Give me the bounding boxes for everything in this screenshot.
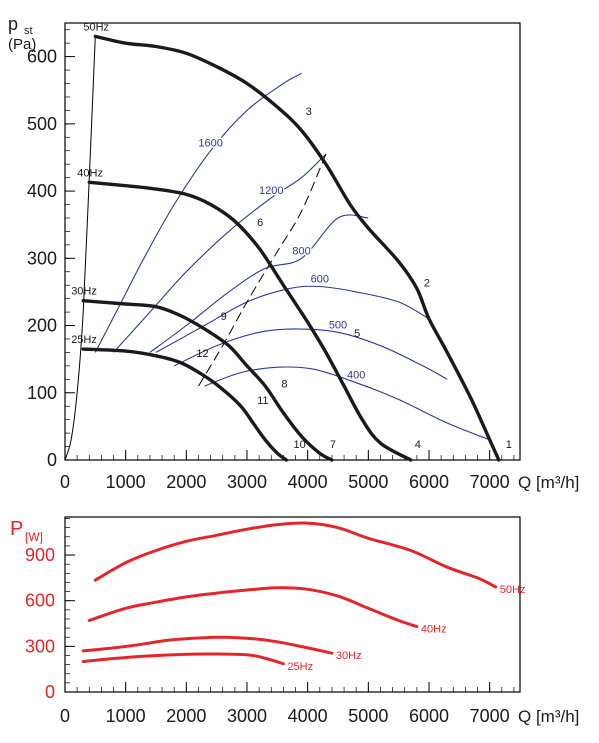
top-x-tick-label: 0 [60,472,70,492]
bottom-ylabel-sub: [W] [25,530,43,544]
bottom-y-tick-label: 0 [45,682,55,702]
bottom-ylabel-main: P [10,518,23,540]
top-ylabel-main: p [8,14,18,34]
freq-curve-25Hz [81,347,289,462]
startup-line [64,36,96,461]
top-y-tick-label: 100 [27,383,57,403]
bottom-plot-frame [64,516,521,693]
operating-point-2: 2 [424,278,430,290]
operating-point-3: 3 [306,106,312,118]
iso-rpm-curve-600 [155,285,430,353]
bottom-x-tick-label: 7000 [470,706,510,726]
bottom-x-tick-label: 0 [60,706,70,726]
top-y-tick-label: 500 [27,114,57,134]
iso-rpm-curve-400 [204,366,490,441]
top-xlabel: Q [m³/h] [518,473,579,492]
freq-curve-30Hz [81,299,334,462]
iso-rpm-label-400: 400 [347,370,365,382]
bottom-y-tick-label: 600 [25,591,55,611]
iso-rpm-curve-1600 [94,72,302,353]
bottom-x-tick-label: 4000 [288,706,328,726]
iso-rpm-label-1200: 1200 [259,185,283,197]
top-ylabel-unit: (Pa) [8,36,36,53]
bottom-x-tick-label: 3000 [227,706,267,726]
iso-rpm-label-500: 500 [329,319,347,331]
bottom-x-tick-label: 6000 [409,706,449,726]
iso-rpm-label-800: 800 [292,245,310,257]
top-plot-frame [64,22,521,461]
power-curve-25Hz [81,652,285,666]
freq-label-25Hz: 25Hz [71,334,97,346]
operating-point-5: 5 [354,328,360,340]
power-curve-50Hz [93,521,498,589]
freq-label-40Hz: 40Hz [77,167,103,179]
iso-rpm-label-600: 600 [311,274,329,286]
power-label-50Hz: 50Hz [500,584,526,596]
top-y-tick-label: 200 [27,316,57,336]
top-y-tick-label: 0 [47,450,57,470]
freq-curve-40Hz [87,180,413,462]
top-x-tick-label: 5000 [348,472,388,492]
top-x-tick-label: 4000 [288,472,328,492]
operating-point-8: 8 [281,378,287,390]
top-ylabel-sub: st [24,25,33,37]
operating-point-4: 4 [415,439,421,451]
power-chart: P [W] Q [m³/h] 0 300 600 900 0 1000 2000 3000 40… [10,516,579,726]
system-curve [198,153,327,387]
bottom-y-tick-label: 300 [25,636,55,656]
iso-rpm-curve-800 [149,214,369,353]
bottom-xlabel: Q [m³/h] [518,707,579,726]
bottom-x-tick-label: 2000 [166,706,206,726]
freq-label-50Hz: 50Hz [83,21,109,33]
top-y-tick-label: 300 [27,248,57,268]
iso-rpm-curve-1200 [113,153,327,353]
bottom-x-tick-label: 5000 [348,706,388,726]
top-x-tick-label: 3000 [227,472,267,492]
top-x-tick-label: 7000 [470,472,510,492]
power-curve-30Hz [81,635,334,655]
operating-point-7: 7 [330,439,336,451]
bottom-y-tick-label: 900 [25,545,55,565]
freq-curve-50Hz [93,34,501,462]
power-label-40Hz: 40Hz [421,624,447,636]
power-label-30Hz: 30Hz [336,650,362,662]
iso-rpm-curve-500 [173,328,448,380]
operating-point-6: 6 [257,217,263,229]
power-curve-40Hz [87,586,419,629]
operating-point-10: 10 [293,439,305,451]
iso-rpm-label-1600: 1600 [198,138,222,150]
power-label-25Hz: 25Hz [287,661,313,673]
top-y-tick-label: 400 [27,181,57,201]
operating-point-11: 11 [257,395,268,407]
top-x-tick-label: 1000 [106,472,146,492]
top-x-tick-label: 6000 [409,472,449,492]
freq-label-30Hz: 30Hz [71,286,97,298]
operating-point-1: 1 [506,439,512,451]
operating-point-9: 9 [221,311,227,323]
operating-point-12: 12 [196,348,208,360]
top-y-tick-label: 600 [27,47,57,67]
top-x-tick-label: 2000 [166,472,206,492]
bottom-x-tick-label: 1000 [106,706,146,726]
